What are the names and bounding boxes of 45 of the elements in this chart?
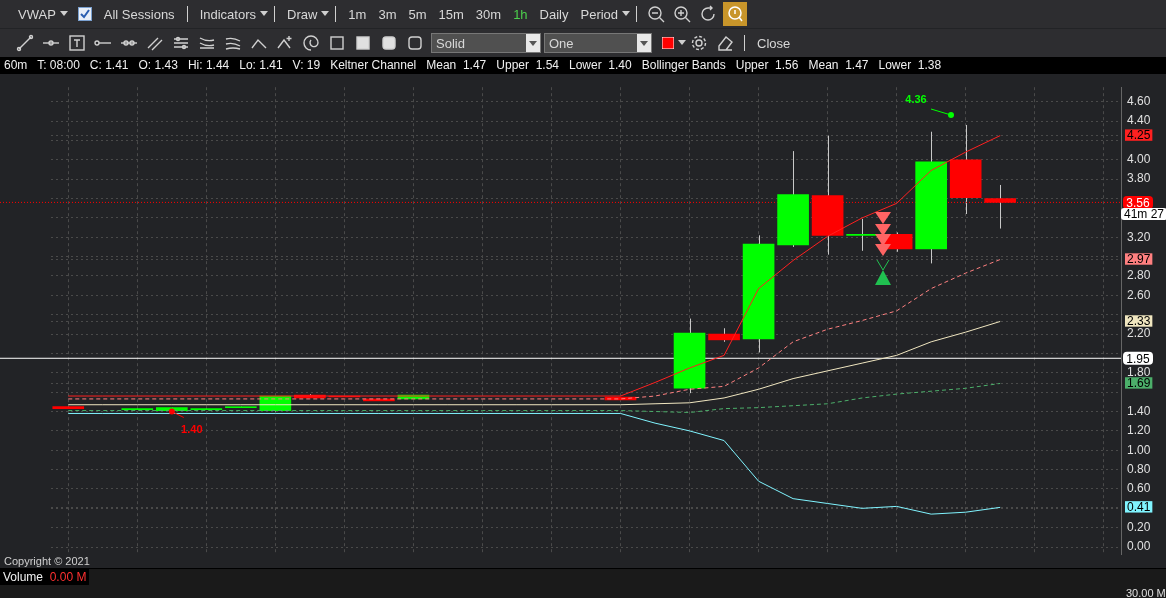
y-tick-label: 4.40: [1127, 113, 1151, 128]
text: 5m: [408, 6, 427, 22]
text: 60m T: 08:00 C: 1.41 O: 1.43 Hi: 1.44 Lo: 1.41 V: 19 Keltner Channel Mean 1.47 Upper 1.54 Lower 1.40 Bollinger Bands Upper 1.56 Mean 1.47 Lower 1.38: [0, 57, 1166, 74]
text: 1m: [348, 6, 367, 22]
y-tick-label: 2.97: [1127, 251, 1151, 266]
text: 3m: [378, 6, 397, 22]
y-tick-label: 3.80: [1127, 171, 1151, 186]
y-tick-label: 2.60: [1127, 287, 1151, 302]
text: 30m: [475, 6, 502, 22]
text: 1h: [513, 6, 528, 22]
y-tick-label: 1.40: [1127, 403, 1151, 418]
ref-line-label: 3.56: [1126, 195, 1150, 210]
text: Close: [757, 35, 791, 51]
y-tick-label: 4.00: [1127, 152, 1151, 167]
y-tick-label: 0.80: [1127, 461, 1151, 476]
annotation: 1.40: [181, 422, 203, 435]
y-tick-label: 3.20: [1127, 229, 1151, 244]
text: Draw: [287, 6, 318, 22]
y-tick-label: 2.33: [1127, 313, 1151, 328]
annotation: 4.36: [905, 93, 927, 106]
ref-line-label: 1.95: [1126, 351, 1150, 366]
y-tick-label: 4.25: [1127, 127, 1151, 142]
text: All Sessions: [103, 6, 175, 22]
text: Volume: [3, 570, 44, 584]
text: Copyright © 2021: [4, 555, 90, 567]
y-tick-label: 1.00: [1127, 442, 1151, 457]
text: 41m 27: [1121, 207, 1166, 221]
text: Indicators: [199, 6, 256, 22]
y-tick-label: 0.41: [1127, 499, 1151, 514]
text: Period: [580, 6, 619, 22]
y-tick-label: 2.20: [1127, 326, 1151, 341]
y-tick-label: 0.60: [1127, 481, 1151, 496]
text: Daily: [539, 6, 569, 22]
y-tick-label: 2.80: [1127, 268, 1151, 283]
text: 30.00 M: [1126, 587, 1166, 598]
text: VWAP: [18, 6, 56, 22]
y-tick-label: 1.69: [1127, 375, 1151, 390]
text: One: [549, 35, 574, 51]
y-tick-label: 4.60: [1127, 94, 1151, 109]
text: Solid: [436, 35, 465, 51]
text: 0.00 M: [48, 570, 87, 584]
y-tick-label: 0.20: [1127, 520, 1151, 535]
y-tick-label: 0.00: [1127, 539, 1151, 554]
text: 15m: [438, 6, 464, 22]
y-tick-label: 1.20: [1127, 423, 1151, 438]
